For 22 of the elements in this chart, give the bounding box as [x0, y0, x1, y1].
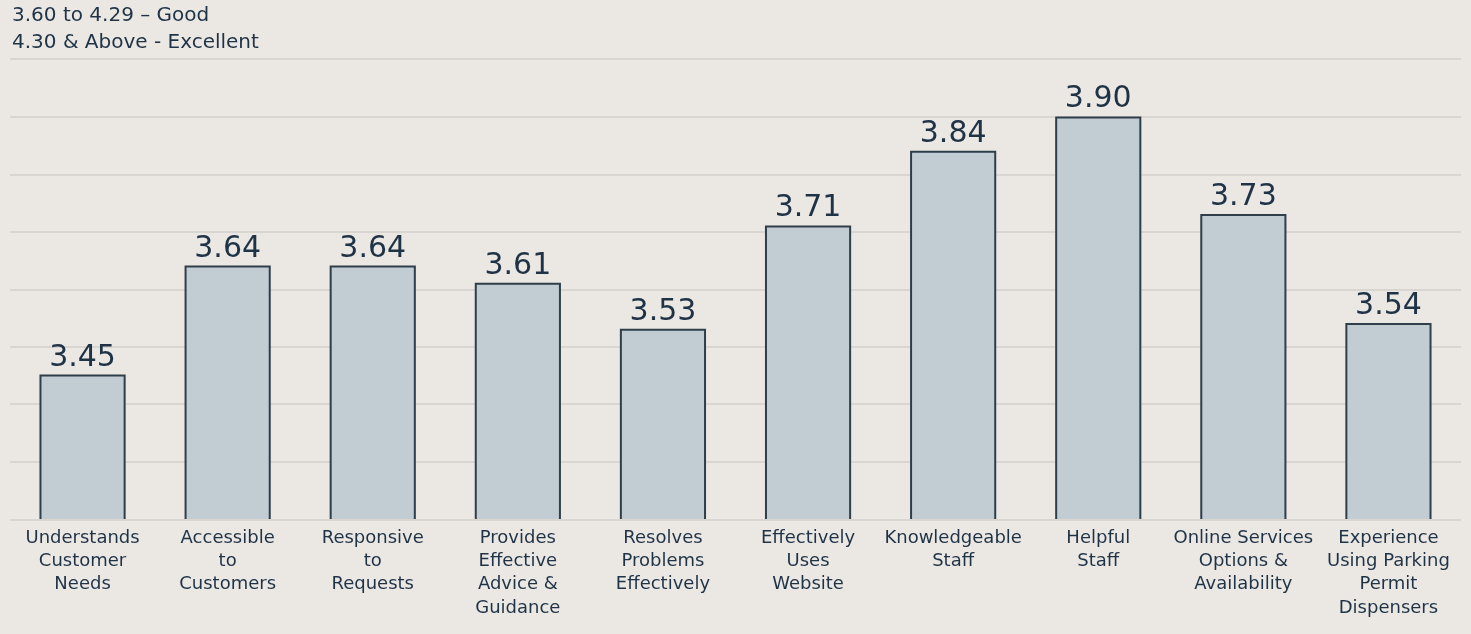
- x-tick-label: Provides Effective Advice & Guidance: [475, 525, 561, 617]
- data-label: 3.61: [484, 245, 552, 281]
- data-label: 3.71: [774, 188, 842, 224]
- x-tick-label: Effectively Uses Website: [760, 525, 856, 594]
- x-tick-label: Online Services Options & Availability: [1173, 525, 1314, 594]
- x-tick-label: Responsive to Requests: [321, 525, 424, 594]
- x-tick-label: Understands Customer Needs: [25, 525, 140, 594]
- data-label: 3.45: [49, 337, 116, 373]
- data-label: 3.54: [1355, 285, 1422, 321]
- text: 4.30 & Above - Excellent: [12, 29, 260, 53]
- data-label: 3.64: [194, 228, 262, 264]
- data-label: 3.90: [1064, 79, 1132, 115]
- x-tick-label: Resolves Problems Effectively: [615, 525, 711, 594]
- x-tick-label: Experience Using Parking Permit Dispensers: [1327, 525, 1450, 617]
- data-label: 3.53: [629, 291, 697, 327]
- x-tick-label: Knowledgeable Staff: [884, 525, 1022, 570]
- data-label: 3.84: [919, 113, 987, 149]
- x-tick-label: Helpful Staff: [1066, 525, 1131, 570]
- x-tick-label: Accessible to Customers: [179, 525, 277, 594]
- data-label: 3.64: [339, 228, 407, 264]
- text: 3.60 to 4.29 – Good: [12, 2, 210, 26]
- data-label: 3.73: [1209, 176, 1277, 212]
